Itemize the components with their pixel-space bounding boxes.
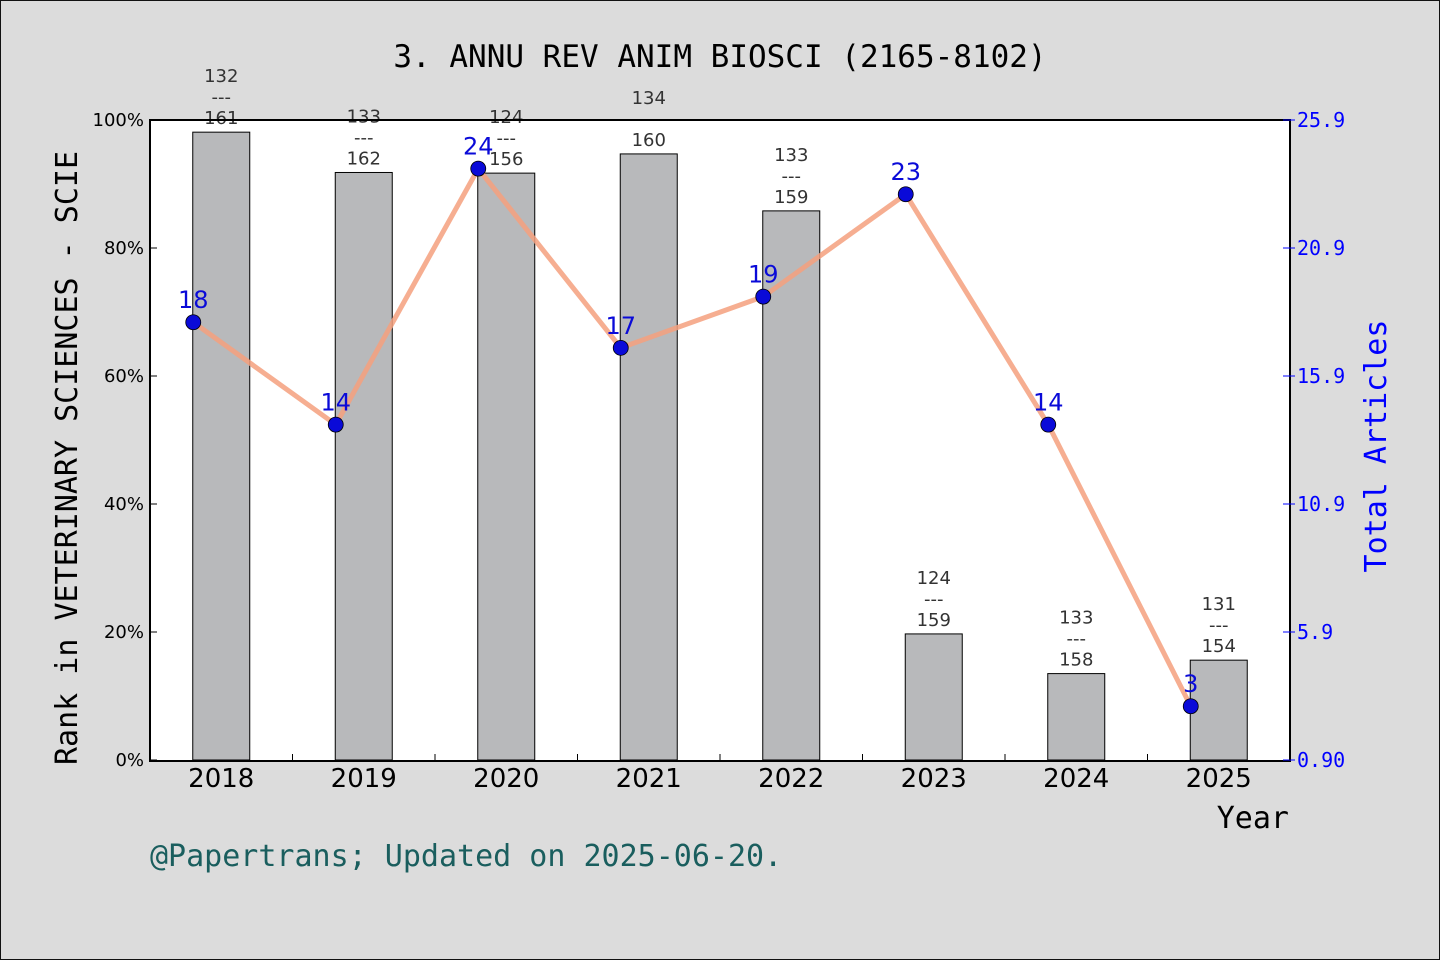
bar-rank-label-2024: 133 — [1059, 608, 1093, 629]
y-tick-label: 0% — [115, 750, 144, 771]
line-labels-layer: 18 14 24 17 19 23 14 3 — [178, 133, 1198, 699]
x-tick-label: 2024 — [1043, 764, 1109, 794]
bar-labels-layer: 132---161 133---162124---156134---160133-… — [204, 66, 1236, 670]
bar-2023 — [904, 633, 963, 761]
x-tick-label: 2020 — [473, 764, 539, 794]
point-2022 — [755, 288, 772, 305]
y-axis-right: 0.90 5.9 10.9 15.9 20.9 25.9 — [1283, 108, 1345, 772]
point-2023 — [897, 186, 914, 203]
y-tick-label: 40% — [104, 494, 144, 515]
bar-separator-2019: --- — [354, 127, 374, 148]
total-articles-line — [191, 166, 1193, 708]
y2-tick-label: 5.9 — [1297, 620, 1333, 644]
bar-total-label-2024: 158 — [1059, 650, 1093, 671]
x-tick-label: 2023 — [901, 764, 967, 794]
bar-rank-label-2020: 124 — [489, 107, 523, 128]
bar-total-label-2020: 156 — [489, 149, 523, 170]
bar-total-label-2025: 154 — [1202, 636, 1236, 657]
point-2025 — [1182, 698, 1199, 715]
x-tick-label: 2025 — [1186, 764, 1252, 794]
y-tick-label: 60% — [104, 366, 144, 387]
bar-2025 — [1189, 659, 1248, 761]
bar-rank-label-2025: 131 — [1202, 594, 1236, 615]
bar-2021 — [619, 153, 678, 761]
bar-2020 — [477, 172, 536, 761]
point-label-2019: 14 — [320, 389, 351, 417]
bar-total-label-2019: 162 — [347, 148, 381, 169]
y-tick-label: 80% — [104, 238, 144, 259]
bar-rank-label-2018: 132 — [204, 66, 238, 87]
plot-border — [149, 119, 1291, 762]
bar-total-label-2023: 159 — [917, 610, 951, 631]
x-tick-label: 2018 — [188, 764, 254, 794]
point-2020 — [470, 160, 487, 177]
bar-2019 — [334, 171, 393, 761]
bar-separator-2023: --- — [924, 589, 944, 610]
bar-separator-2022: --- — [782, 166, 802, 187]
y2-axis-title: Total Articles — [1359, 320, 1394, 573]
point-label-2021: 17 — [605, 312, 636, 340]
point-label-2022: 19 — [748, 261, 779, 289]
bar-rank-label-2019: 133 — [347, 106, 381, 127]
y2-tick-label: 0.90 — [1297, 748, 1345, 772]
point-2019 — [327, 416, 344, 433]
point-label-2024: 14 — [1033, 389, 1064, 417]
point-label-2023: 23 — [890, 158, 921, 186]
bar-total-label-2018: 161 — [204, 108, 238, 129]
x-tick-label: 2019 — [331, 764, 397, 794]
x-axis-title: Year — [1217, 801, 1289, 836]
footer-note: @Papertrans; Updated on 2025-06-20. — [150, 839, 782, 874]
y2-tick-label: 25.9 — [1297, 108, 1345, 132]
bar-2018 — [192, 131, 251, 761]
y2-tick-label: 20.9 — [1297, 236, 1345, 260]
y-axis-left: 0% 20% 40% 60% 80% 100% — [93, 110, 157, 771]
point-2024 — [1040, 416, 1057, 433]
bar-separator-2024: --- — [1067, 629, 1087, 650]
bar-2024 — [1047, 673, 1106, 761]
y-tick-label: 100% — [93, 110, 144, 131]
y-axis-title: Rank in VETERINARY SCIENCES - SCIE — [50, 151, 85, 765]
point-label-2025: 3 — [1183, 670, 1198, 698]
y-tick-label: 20% — [104, 622, 144, 643]
bar-separator-2018: --- — [212, 87, 232, 108]
chart-title: 3. ANNU REV ANIM BIOSCI (2165-8102) — [393, 39, 1046, 75]
bar-separator-2025: --- — [1209, 615, 1229, 636]
bar-rank-label-2022: 133 — [774, 145, 808, 166]
point-label-2020: 24 — [463, 133, 494, 161]
y2-tick-label: 10.9 — [1297, 492, 1345, 516]
point-2018 — [185, 314, 202, 331]
x-axis: 2018 2019 2020 2021 2022 2023 2024 2025 — [149, 754, 1291, 794]
point-label-2018: 18 — [178, 286, 209, 314]
point-2021 — [612, 339, 629, 356]
bar-rank-label-2023: 124 — [917, 568, 951, 589]
line-layer — [185, 160, 1199, 715]
y2-tick-label: 15.9 — [1297, 364, 1345, 388]
x-tick-label: 2022 — [758, 764, 824, 794]
plot-area — [150, 120, 1290, 761]
bar-rank-label-2021: 134 — [632, 88, 666, 109]
bar-total-label-2022: 159 — [774, 187, 808, 208]
x-tick-label: 2021 — [616, 764, 682, 794]
bar-separator-2020: --- — [497, 128, 517, 149]
bar-total-label-2021: 160 — [632, 130, 666, 151]
